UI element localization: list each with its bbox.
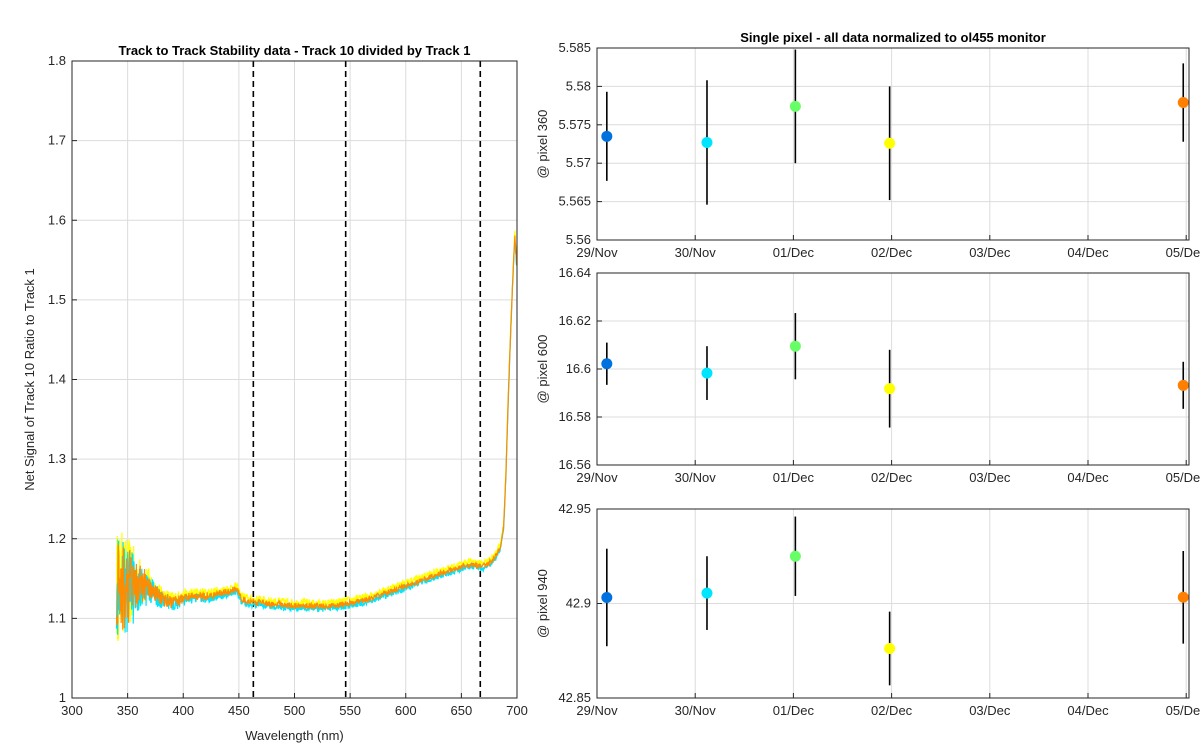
x-tick-label: 03/Dec [969,703,1011,718]
y-tick-label: 5.565 [558,194,591,209]
x-tick-label: 30/Nov [675,703,717,718]
x-tick-labels: 29/Nov 30/Nov 01/Dec 02/Dec 03/Dec 04/Dec 05/D… [576,703,1200,718]
x-tick-label: 04/Dec [1067,245,1109,260]
y-tick-label: 1.3 [48,451,66,466]
data-point [789,100,801,112]
x-tick-label: 600 [395,703,417,718]
series-line [115,235,518,630]
y-tick-labels: 16.56 16.58 16.6 16.62 16.64 [558,265,591,472]
data-point [789,340,801,352]
chart-title: Single pixel - all data normalized to ol… [740,30,1046,45]
axes-box [71,60,518,699]
x-axis-label: Wavelength (nm) [245,728,344,743]
y-tick-label: 1.4 [48,372,66,387]
x-tick-label: 300 [61,703,83,718]
x-tick-label: 450 [228,703,250,718]
y-tick-label: 5.58 [566,78,591,93]
x-tick-label: 05/Dec [1166,245,1200,260]
data-point [701,587,713,599]
y-tick-label: 5.56 [566,232,591,247]
data-point [1177,591,1189,603]
x-tick-label: 03/Dec [969,470,1011,485]
x-tick-label: 02/Dec [871,470,913,485]
data-points [601,516,1189,686]
y-tick-label: 1.6 [48,212,66,227]
data-point [601,130,613,142]
pixel-600-chart: 29/Nov 30/Nov 01/Dec 02/Dec 03/Dec 04/Dec 05/D… [535,265,1200,485]
x-tick-label: 02/Dec [871,245,913,260]
x-tick-label: 650 [451,703,473,718]
axes-box [596,47,1190,241]
x-tick-label: 29/Nov [576,470,618,485]
x-tick-label: 04/Dec [1067,703,1109,718]
y-tick-label: 16.56 [558,457,591,472]
x-tick-labels: 300 350 400 450 500 550 600 650 700 [61,703,528,718]
x-tick-label: 29/Nov [576,245,618,260]
chart-title: Track to Track Stability data - Track 10… [119,43,471,58]
y-tick-labels: 42.85 42.9 42.95 [558,501,591,705]
x-tick-label: 03/Dec [969,245,1011,260]
y-tick-label: 5.585 [558,40,591,55]
y-tick-label: 1.8 [48,53,66,68]
series-lines [115,230,518,642]
x-tick-label: 01/Dec [773,470,815,485]
data-point [701,367,713,379]
data-point [884,383,896,395]
axes-box [596,508,1190,699]
x-tick-label: 05/Dec [1166,470,1200,485]
x-tick-label: 29/Nov [576,703,618,718]
y-tick-labels: 5.56 5.565 5.57 5.575 5.58 5.585 [558,40,591,247]
data-point [701,136,713,148]
x-tick-label: 500 [284,703,306,718]
y-tick-label: 1.7 [48,133,66,148]
dashed-marker-lines [252,61,482,698]
y-tick-label: 16.62 [558,313,591,328]
y-axis-label: Net Signal of Track 10 Ratio to Track 1 [22,268,37,491]
data-point [601,358,613,370]
y-axis-label: @ pixel 360 [535,110,550,179]
y-tick-label: 5.57 [566,155,591,170]
x-tick-labels: 29/Nov 30/Nov 01/Dec 02/Dec 03/Dec 04/Dec 05/D… [576,470,1200,485]
x-tick-label: 400 [172,703,194,718]
ratio-spectrum-chart: 300 350 400 450 500 550 600 650 700 1 1.1 1.2 1.3 1.… [22,43,528,743]
y-tick-label: 42.85 [558,690,591,705]
y-axis-label: @ pixel 600 [535,335,550,404]
y-tick-label: 16.64 [558,265,591,280]
x-tick-label: 700 [506,703,528,718]
data-point [1177,97,1189,109]
x-tick-labels: 29/Nov 30/Nov 01/Dec 02/Dec 03/Dec 04/Dec 05/D… [576,245,1200,260]
y-tick-label: 5.575 [558,117,591,132]
x-tick-label: 04/Dec [1067,470,1109,485]
x-tick-label: 30/Nov [675,245,717,260]
x-tick-label: 01/Dec [773,245,815,260]
data-points [601,49,1189,205]
y-tick-label: 1.2 [48,531,66,546]
pixel-940-chart: 29/Nov 30/Nov 01/Dec 02/Dec 03/Dec 04/Dec 05/D… [535,501,1200,718]
x-tick-label: 01/Dec [773,703,815,718]
x-tick-label: 30/Nov [675,470,717,485]
y-tick-label: 1.1 [48,610,66,625]
data-points [601,313,1189,428]
data-point [1177,379,1189,391]
data-point [884,137,896,149]
data-point [789,550,801,562]
y-tick-label: 1 [59,690,66,705]
y-axis-label: @ pixel 940 [535,569,550,638]
y-tick-label: 42.95 [558,501,591,516]
axes-box [596,272,1190,466]
y-tick-label: 42.9 [566,596,591,611]
y-tick-label: 1.5 [48,292,66,307]
x-tick-label: 350 [117,703,139,718]
data-point [601,591,613,603]
x-tick-label: 550 [339,703,361,718]
y-tick-label: 16.6 [566,361,591,376]
y-tick-labels: 1 1.1 1.2 1.3 1.4 1.5 1.6 1.7 1.8 [48,53,66,705]
pixel-360-chart: 29/Nov 30/Nov 01/Dec 02/Dec 03/Dec 04/Dec 05/D… [535,30,1200,260]
data-point [884,642,896,654]
x-tick-label: 02/Dec [871,703,913,718]
x-tick-label: 05/Dec [1166,703,1200,718]
y-tick-label: 16.58 [558,409,591,424]
